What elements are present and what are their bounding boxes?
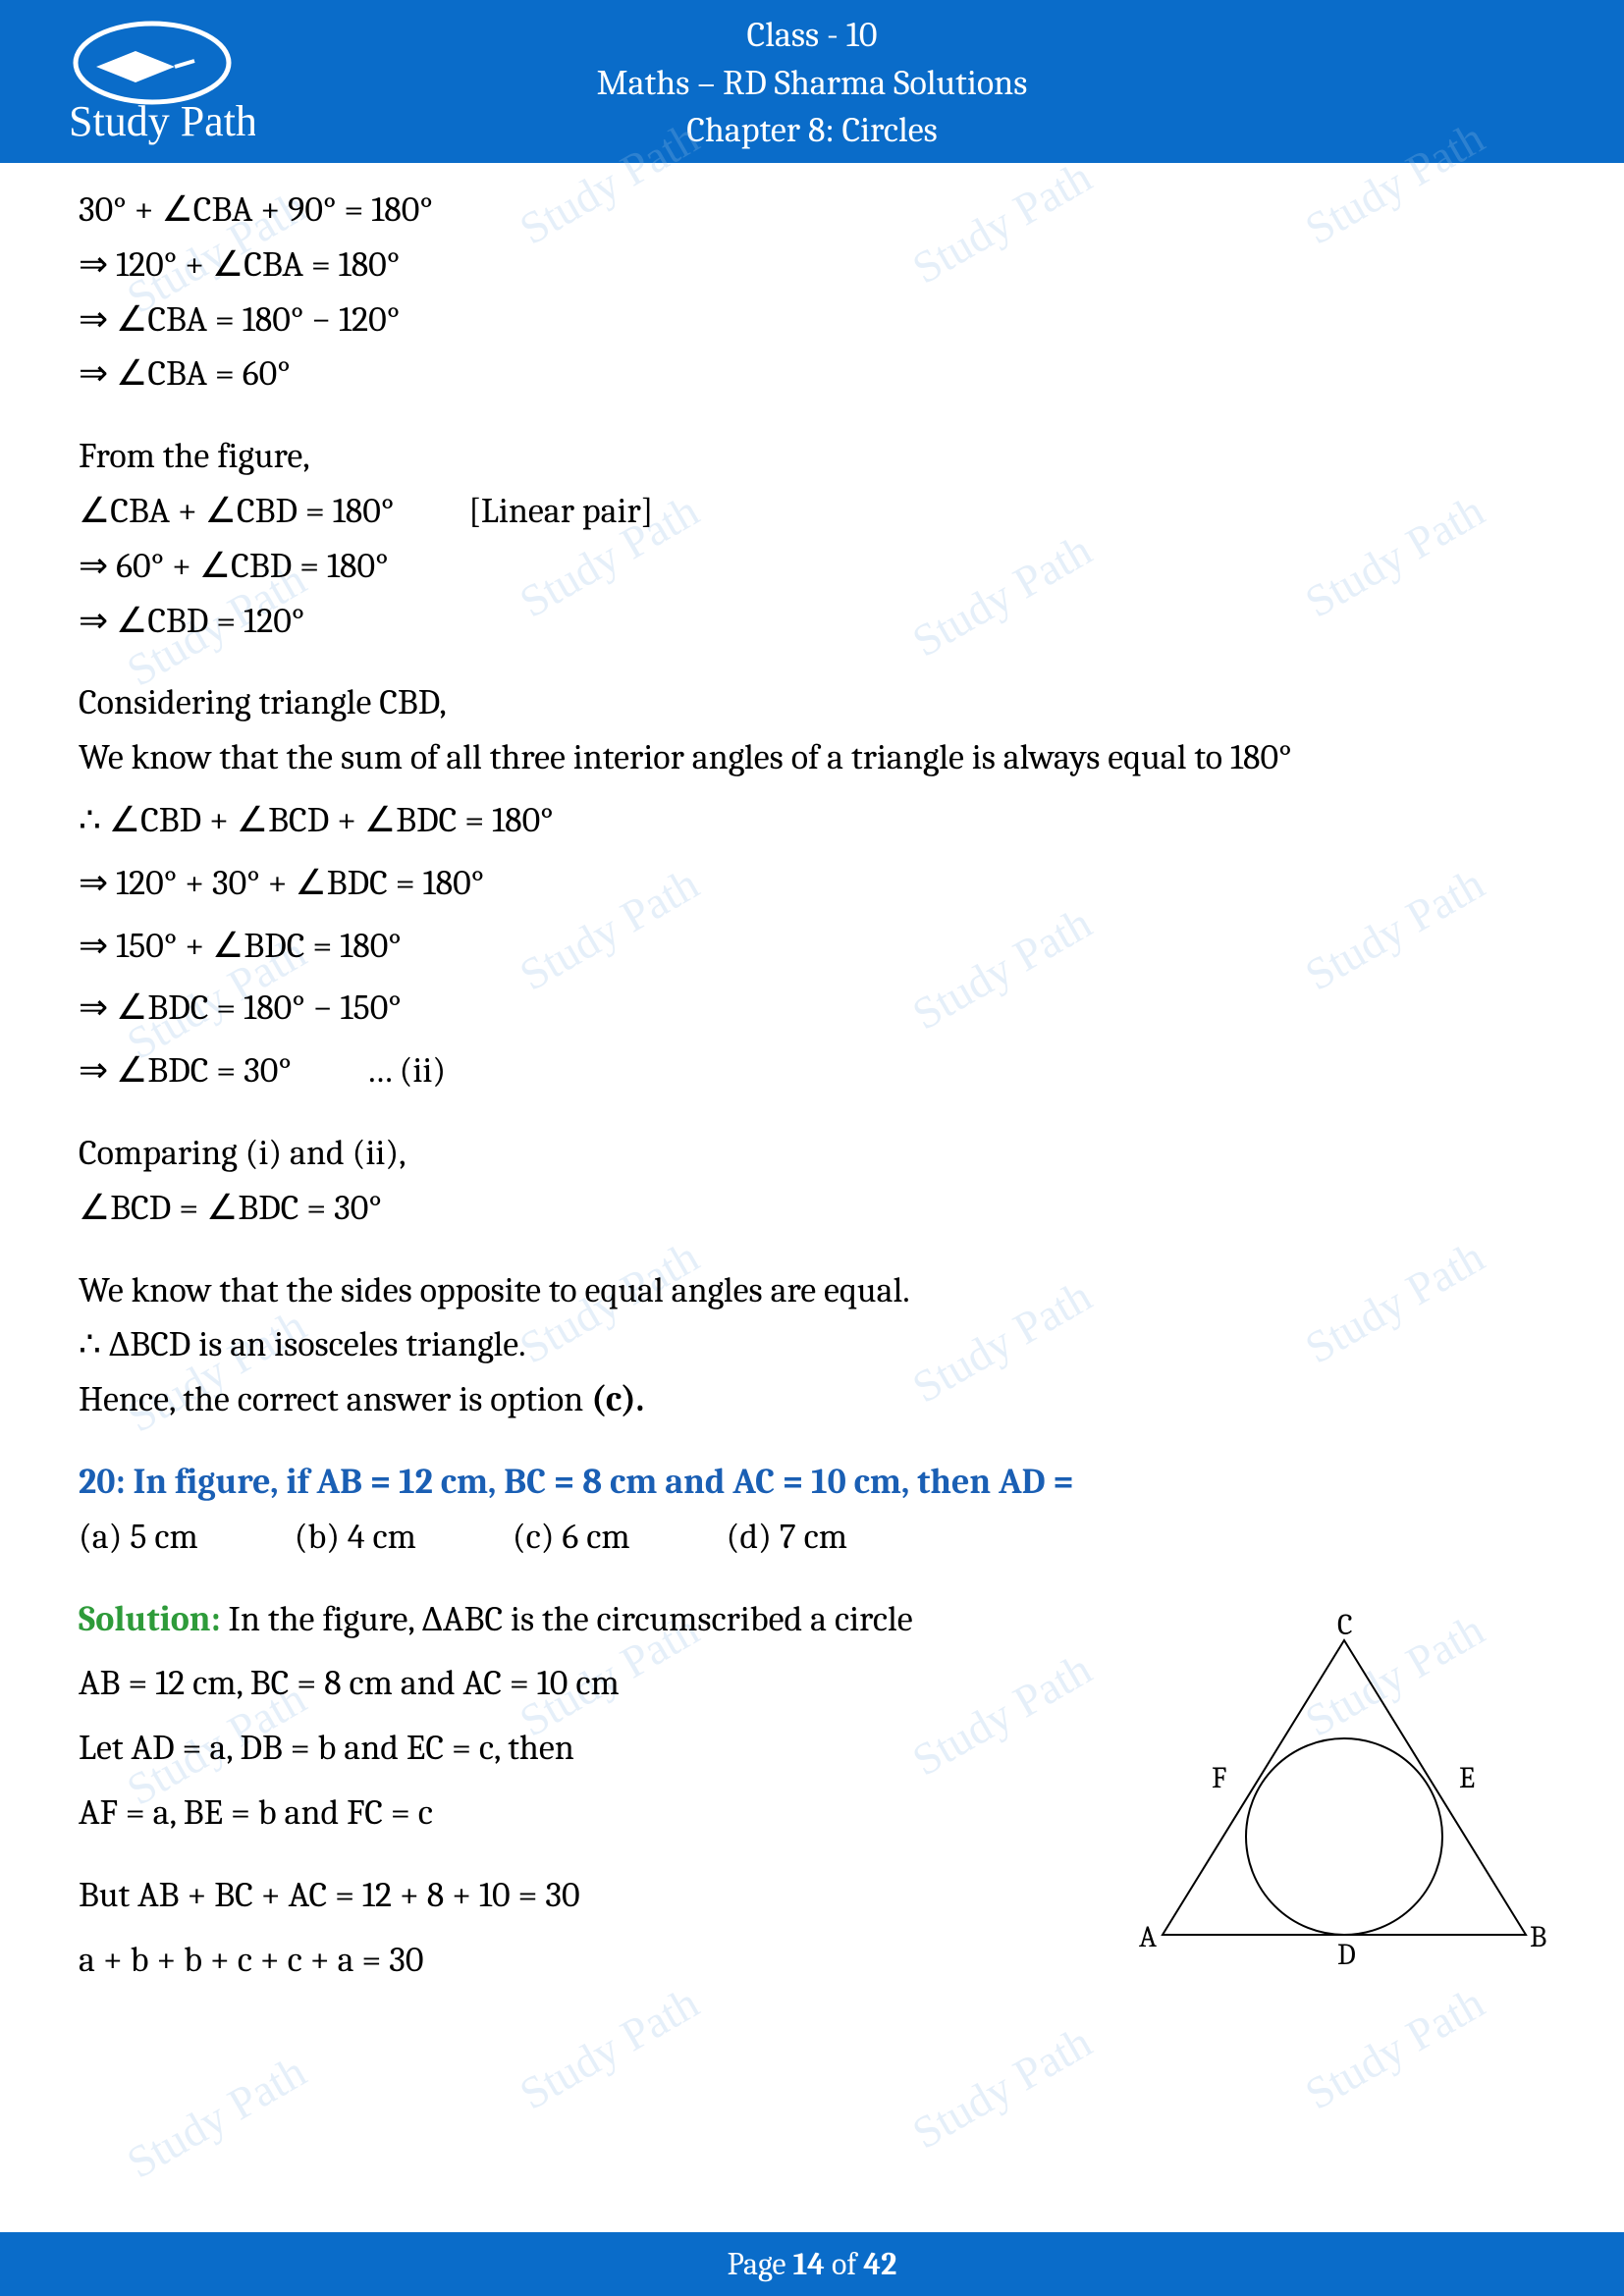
page-content: 30° + ∠CBA + 90° = 180° ⇒ 120° + ∠CBA = … (0, 163, 1624, 2054)
eq-part: ⇒ ∠BDC = 30° (79, 1050, 292, 1091)
eq-line: ⇒ ∠BDC = 180° − 150° (79, 981, 1545, 1036)
paragraph-block: Considering triangle CBD, We know that t… (79, 675, 1545, 1098)
option-a: (a) 5 cm (79, 1517, 198, 1557)
eq-line: ⇒ 120° + 30° + ∠BDC = 180° (79, 856, 1545, 911)
point-f: F (1212, 1761, 1226, 1795)
footer-prefix: Page (728, 2246, 793, 2282)
text-part: Hence, the correct answer is option (79, 1379, 591, 1419)
text-line: We know that the sides opposite to equal… (79, 1263, 1545, 1318)
eq-line: ∴ ∠CBD + ∠BCD + ∠BDC = 180° (79, 793, 1545, 848)
text-line: From the figure, (79, 429, 1545, 484)
answer-option: (c). (591, 1379, 644, 1419)
vertex-c: C (1337, 1611, 1353, 1642)
eq-line: ⇒ 150° + ∠BDC = 180° (79, 919, 1545, 974)
vertex-a: A (1139, 1920, 1157, 1954)
triangle-figure: C A B D F E (1133, 1611, 1555, 2001)
question-stem: In figure, if AB = 12 cm, BC = 8 cm and … (133, 1462, 1073, 1502)
eq-line: ⇒ 60° + ∠CBD = 180° (79, 539, 1545, 594)
text-line: ∴ ∆BCD is an isosceles triangle. (79, 1317, 1545, 1372)
text-line: We know that the sum of all three interi… (79, 730, 1545, 785)
watermark-text: Study Path (118, 2045, 314, 2188)
eq-line: ⇒ ∠BDC = 30° … (ii) (79, 1043, 1545, 1098)
page-header: Study Path Class - 10 Maths – RD Sharma … (0, 0, 1624, 163)
point-d: D (1337, 1938, 1356, 1972)
solution-text: In the figure, ∆ABC is the circumscribed… (229, 1599, 913, 1639)
solution-label: Solution: (79, 1599, 229, 1639)
option-c: (c) 6 cm (513, 1517, 630, 1557)
option-d: (d) 7 cm (727, 1517, 847, 1557)
paragraph-block: We know that the sides opposite to equal… (79, 1263, 1545, 1427)
point-e: E (1459, 1761, 1475, 1795)
eq-note: … (ii) (366, 1050, 446, 1091)
eq-line: ⇒ ∠CBD = 120° (79, 594, 1545, 649)
vertex-b: B (1530, 1920, 1546, 1954)
eq-line: 30° + ∠CBA + 90° = 180° (79, 183, 1545, 238)
logo-text: Study Path (69, 97, 255, 145)
paragraph-block: Comparing (i) and (ii), ∠BCD = ∠BDC = 30… (79, 1126, 1545, 1236)
equation-block-1: 30° + ∠CBA + 90° = 180° ⇒ 120° + ∠CBA = … (79, 183, 1545, 401)
text-line: Considering triangle CBD, (79, 675, 1545, 730)
question-20: 20: In figure, if AB = 12 cm, BC = 8 cm … (79, 1455, 1545, 1565)
page-footer: Page 14 of 42 (0, 2232, 1624, 2296)
question-text: 20: In figure, if AB = 12 cm, BC = 8 cm … (79, 1455, 1545, 1510)
option-b: (b) 4 cm (295, 1517, 416, 1557)
logo: Study Path (59, 20, 255, 151)
eq-line: ∠CBA + ∠CBD = 180° [Linear pair] (79, 484, 1545, 539)
footer-mid: of (825, 2246, 863, 2282)
eq-part: ∠CBA + ∠CBD = 180° (79, 491, 394, 531)
text-line: Comparing (i) and (ii), (79, 1126, 1545, 1181)
eq-line: ∠BCD = ∠BDC = 30° (79, 1181, 1545, 1236)
eq-line: ⇒ ∠CBA = 60° (79, 347, 1545, 401)
paragraph-block: From the figure, ∠CBA + ∠CBD = 180° [Lin… (79, 429, 1545, 648)
question-number: 20: (79, 1462, 133, 1502)
eq-note: [Linear pair] (468, 491, 653, 531)
page-number: 14 (793, 2246, 825, 2282)
options-row: (a) 5 cm (b) 4 cm (c) 6 cm (d) 7 cm (79, 1510, 1545, 1565)
eq-line: ⇒ 120° + ∠CBA = 180° (79, 238, 1545, 293)
eq-line: ⇒ ∠CBA = 180° − 120° (79, 293, 1545, 347)
text-line: Hence, the correct answer is option (c). (79, 1372, 1545, 1427)
page-total: 42 (863, 2246, 896, 2282)
